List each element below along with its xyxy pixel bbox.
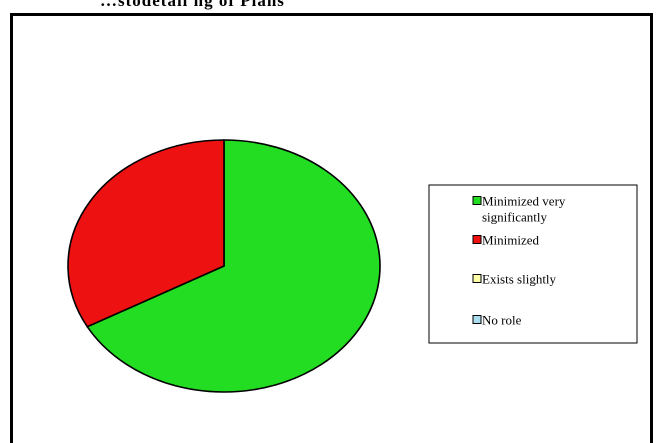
legend-swatch: [472, 315, 482, 324]
legend-box: [428, 184, 638, 344]
legend-swatch: [472, 274, 482, 283]
legend-label: No role: [482, 313, 522, 328]
page-title: …stodetail ng of Plans: [100, 0, 285, 10]
legend-label: Minimized: [482, 233, 540, 248]
legend-label: Exists slightly: [482, 272, 557, 287]
legend-swatch: [472, 235, 482, 244]
legend-swatch: [472, 196, 482, 205]
pie-slice-minimized-very-significantly: [86, 139, 381, 393]
pie-slice-minimized: [67, 139, 225, 328]
legend-label: significantly: [482, 210, 547, 225]
legend-label: Minimized very: [482, 194, 566, 209]
pie-slices: [67, 139, 381, 393]
